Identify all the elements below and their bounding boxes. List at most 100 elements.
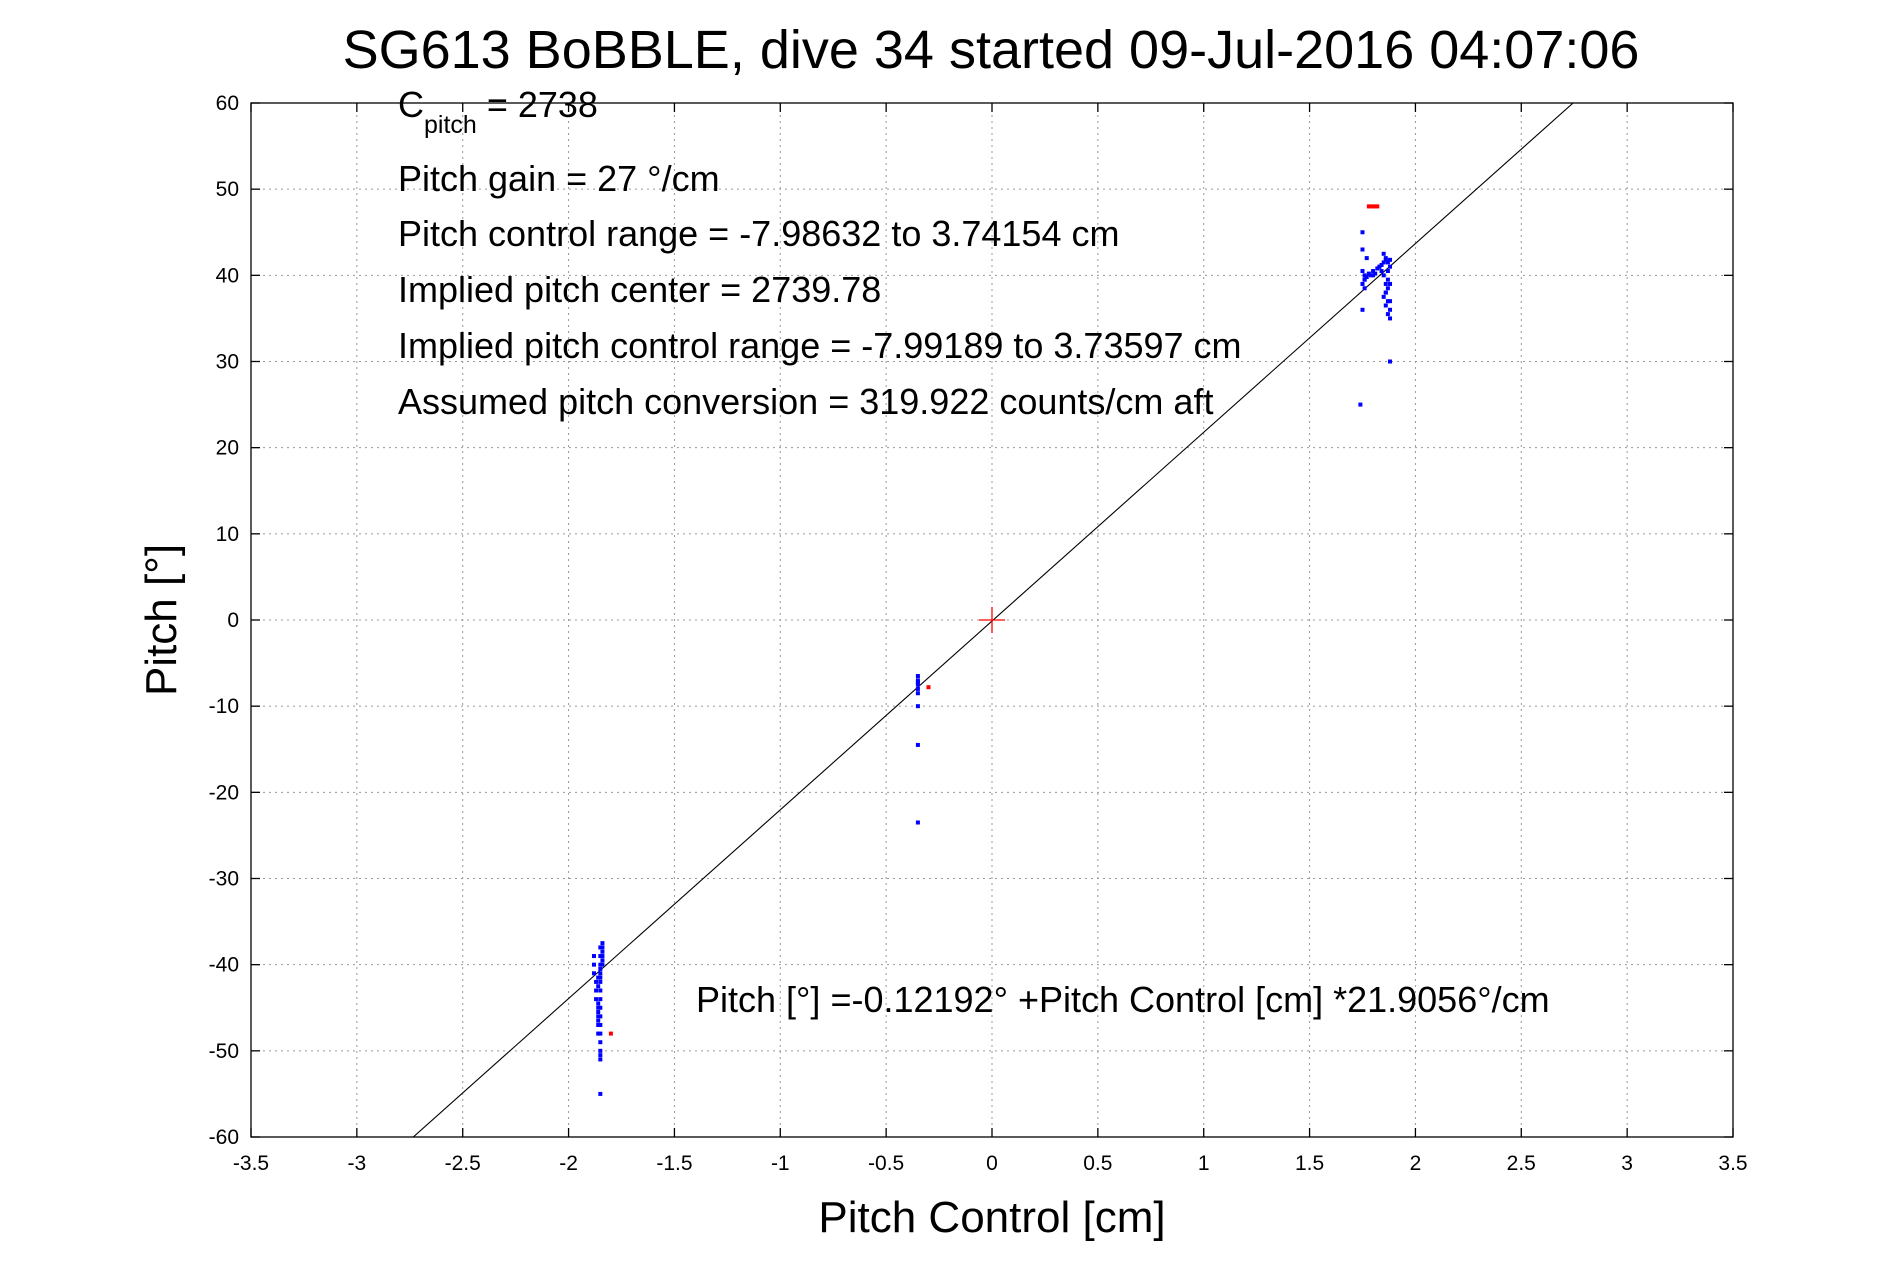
plot-contents — [412, 103, 1574, 1137]
y-tick-label: 20 — [216, 437, 239, 460]
annotation-c-pitch: Cpitch = 2738 — [398, 84, 598, 139]
data-point — [598, 979, 603, 984]
data-point — [598, 966, 603, 971]
data-point — [1381, 260, 1386, 265]
data-point — [926, 685, 931, 690]
data-point — [915, 680, 920, 685]
data-point — [598, 1014, 603, 1019]
data-point — [598, 1005, 603, 1010]
data-point — [1383, 303, 1388, 308]
x-tick-label: 3 — [1621, 1152, 1633, 1175]
data-point — [596, 1022, 601, 1027]
y-tick-label: -30 — [209, 868, 239, 891]
data-point — [1371, 273, 1376, 278]
data-point — [596, 1005, 601, 1010]
data-point — [1368, 204, 1373, 209]
data-point — [915, 742, 920, 747]
data-point — [1360, 247, 1365, 252]
plot-area — [412, 103, 1574, 1137]
data-point — [598, 1053, 603, 1058]
data-point — [600, 949, 605, 954]
data-point — [598, 962, 603, 967]
data-point — [1375, 204, 1380, 209]
annotation-fit-equation: Pitch [°] =-0.12192° +Pitch Control [cm]… — [696, 979, 1550, 1020]
data-point — [596, 1001, 601, 1006]
data-point — [598, 971, 603, 976]
data-point — [598, 1091, 603, 1096]
data-point — [596, 1014, 601, 1019]
data-point — [1381, 251, 1386, 256]
data-point — [591, 971, 596, 976]
data-point — [608, 1031, 613, 1036]
y-tick-label: 0 — [227, 609, 239, 632]
data-point — [1388, 257, 1393, 262]
data-point — [1377, 264, 1382, 269]
y-tick-label: -10 — [209, 695, 239, 718]
x-tick-label: -2.5 — [445, 1152, 481, 1175]
y-tick-label: -20 — [209, 781, 239, 804]
y-tick-label: 60 — [216, 92, 239, 115]
data-point — [1388, 281, 1393, 286]
x-tick-label: -1.5 — [656, 1152, 692, 1175]
data-point — [594, 997, 599, 1002]
data-point — [1362, 277, 1367, 282]
data-point — [1383, 256, 1388, 261]
data-point — [594, 988, 599, 993]
data-point — [1383, 281, 1388, 286]
data-point — [1360, 230, 1365, 235]
data-point — [596, 975, 601, 980]
data-point — [1388, 264, 1393, 269]
x-tick-label: 3.5 — [1718, 1152, 1747, 1175]
chart-title: SG613 BoBBLE, dive 34 started 09-Jul-201… — [343, 20, 1640, 80]
data-point — [598, 988, 603, 993]
x-axis-label: Pitch Control [cm] — [818, 1193, 1165, 1242]
data-point — [1373, 271, 1378, 276]
data-point — [1375, 266, 1380, 271]
data-point — [600, 962, 605, 967]
series-isolated — [1358, 359, 1393, 407]
data-point — [596, 1018, 601, 1023]
series-points — [591, 230, 1393, 1096]
data-point — [1373, 204, 1378, 209]
x-tick-label: -3.5 — [233, 1152, 269, 1175]
x-tick-label: -0.5 — [868, 1152, 904, 1175]
data-point — [1364, 256, 1369, 261]
annotation-block: Cpitch = 2738 Pitch gain = 27 °/cm Pitch… — [398, 84, 1550, 1020]
y-axis-label: Pitch [°] — [137, 544, 186, 696]
x-tick-label: -1 — [771, 1152, 790, 1175]
y-tick-label: -60 — [209, 1126, 239, 1149]
x-tick-label: -3 — [348, 1152, 367, 1175]
annotation-implied-pitch-control-range: Implied pitch control range = -7.99189 t… — [398, 325, 1242, 366]
y-tick-label: 30 — [216, 351, 239, 374]
annotation-c-pitch-subscript: pitch — [424, 111, 477, 139]
data-point — [1388, 359, 1393, 364]
data-point — [1366, 271, 1371, 276]
data-point — [1371, 269, 1376, 274]
data-point — [1388, 307, 1393, 312]
data-point — [1366, 204, 1371, 209]
data-point — [598, 975, 603, 980]
data-point — [1385, 312, 1390, 317]
data-point — [1371, 204, 1376, 209]
data-point — [1368, 273, 1373, 278]
data-point — [1381, 273, 1386, 278]
annotation-implied-pitch-center: Implied pitch center = 2739.78 — [398, 269, 881, 310]
y-tick-label: -40 — [209, 954, 239, 977]
data-point — [1362, 273, 1367, 278]
data-point — [1383, 290, 1388, 295]
data-point — [915, 704, 920, 709]
data-point — [915, 686, 920, 691]
data-point — [600, 958, 605, 963]
y-tick-label: 50 — [216, 178, 239, 201]
data-point — [600, 945, 605, 950]
data-point — [915, 674, 920, 679]
data-point — [1379, 269, 1384, 274]
x-tick-label: 0 — [986, 1152, 998, 1175]
data-point — [598, 1022, 603, 1027]
data-point — [1385, 260, 1390, 265]
data-point — [1360, 281, 1365, 286]
data-point — [596, 984, 601, 989]
data-point — [915, 682, 920, 687]
